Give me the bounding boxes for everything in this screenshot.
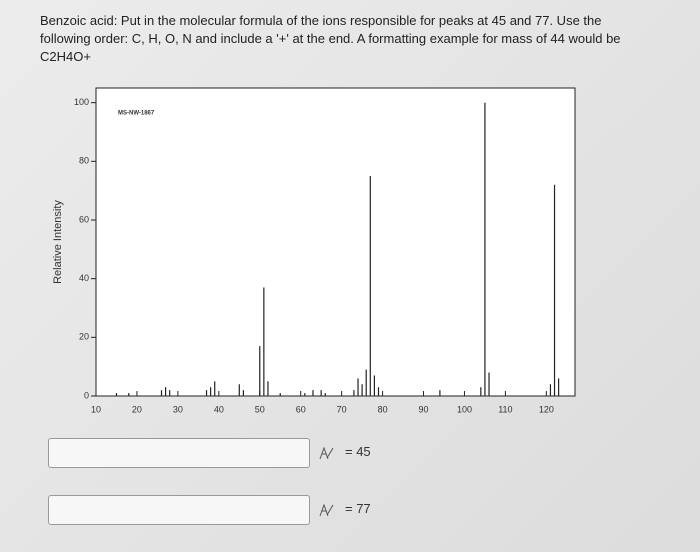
x-tick-label: 30 — [173, 404, 183, 414]
answer-label: = 77 — [345, 501, 371, 516]
y-tick-label: 60 — [79, 214, 89, 224]
y-tick-label: 40 — [79, 273, 89, 283]
y-axis-label: Relative Intensity — [52, 200, 64, 284]
x-tick-label: 80 — [378, 404, 388, 414]
x-tick-label: 110 — [498, 404, 512, 414]
y-tick-label: 20 — [79, 332, 89, 342]
y-tick-label: 80 — [79, 156, 89, 166]
x-tick-label: 10 — [91, 404, 101, 414]
check-icon — [319, 503, 334, 517]
x-tick-label: 50 — [255, 404, 265, 414]
chart: Relative Intensity MS-NW-1867 0 20 40 60 80 1… — [52, 87, 576, 414]
y-tick-label: 100 — [74, 97, 89, 107]
x-tick-label: 100 — [457, 404, 472, 414]
x-tick-label: 20 — [132, 404, 142, 414]
answer-label: = 45 — [345, 444, 371, 459]
annotation: MS-NW-1867 — [118, 111, 155, 117]
y-tick-label: 0 — [84, 390, 89, 400]
x-tick-label: 40 — [214, 404, 224, 414]
x-tick-label: 60 — [296, 404, 306, 414]
answer-input[interactable] — [48, 438, 310, 468]
plot-area — [95, 87, 576, 397]
x-tick-label: 70 — [337, 404, 347, 414]
x-tick-label: 90 — [419, 404, 429, 414]
answer-input[interactable] — [48, 495, 310, 525]
x-tick-label: 120 — [539, 404, 554, 414]
question: Benzoic acid: Put in the molecular formu… — [40, 13, 621, 64]
check-icon — [319, 446, 334, 460]
